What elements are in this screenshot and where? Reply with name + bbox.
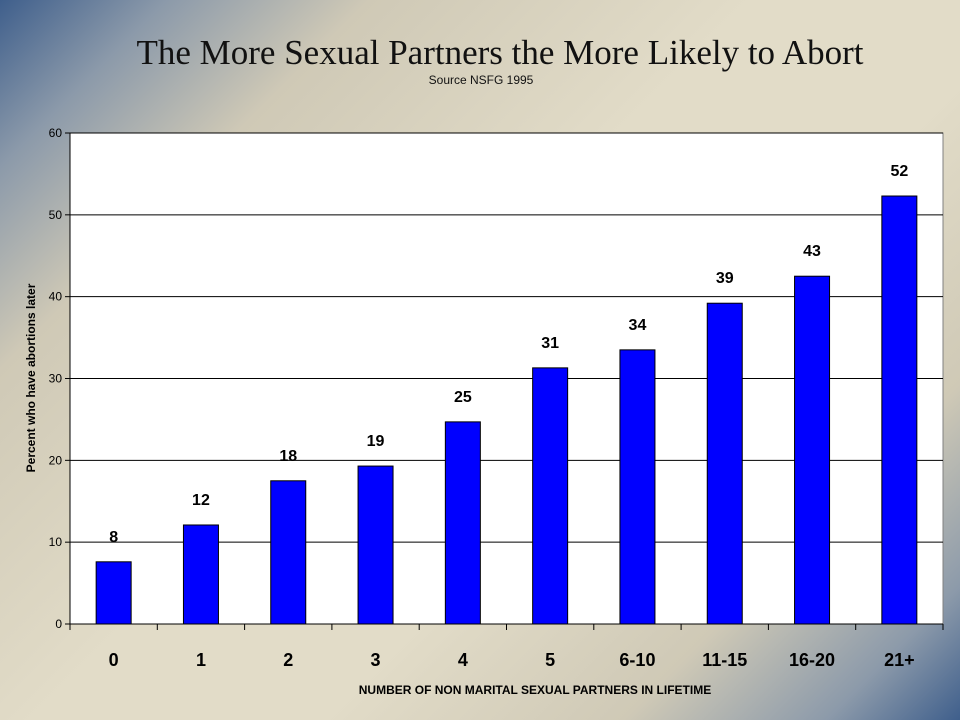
bar (619, 349, 656, 625)
x-tick-label: 21+ (884, 650, 915, 670)
bar (794, 275, 831, 625)
x-tick-label: 2 (283, 650, 293, 670)
bar (881, 195, 918, 625)
axes (65, 132, 944, 630)
bar (95, 561, 132, 625)
bar (357, 465, 394, 625)
bar (182, 524, 219, 625)
x-tick-labels: 0 1 2 3 4 5 6-10 11-15 16-20 21+ (109, 650, 915, 670)
y-tick-label: 0 (55, 617, 62, 631)
bar (706, 302, 743, 625)
x-axis-label: NUMBER OF NON MARITAL SEXUAL PARTNERS IN… (359, 683, 711, 697)
chart-subtitle: Source NSFG 1995 (428, 73, 534, 87)
y-tick-label: 10 (49, 535, 63, 549)
data-label: 39 (716, 270, 734, 287)
y-tick-label: 30 (49, 372, 63, 386)
y-axis-label: Percent who have abortions later (24, 283, 38, 472)
bar (444, 421, 481, 625)
bars (95, 195, 918, 625)
y-tick-label: 40 (49, 290, 63, 304)
x-tick-label: 1 (196, 650, 206, 670)
data-label: 19 (367, 433, 385, 450)
y-tick-label: 50 (49, 208, 63, 222)
x-tick-label: 6-10 (619, 650, 655, 670)
chart-title: The More Sexual Partners the More Likely… (136, 33, 864, 72)
data-label: 34 (629, 317, 647, 334)
data-label: 18 (279, 448, 297, 465)
x-tick-label: 11-15 (702, 650, 747, 670)
data-label: 31 (541, 335, 559, 352)
bar (532, 367, 569, 625)
x-tick-label: 0 (109, 650, 119, 670)
y-tick-labels: 0 10 20 30 40 50 60 (49, 126, 63, 631)
bar (270, 480, 307, 625)
data-label: 43 (803, 243, 821, 260)
x-tick-label: 5 (545, 650, 555, 670)
y-tick-label: 60 (49, 126, 63, 140)
x-tick-label: 16-20 (789, 650, 835, 670)
data-label: 8 (109, 529, 118, 546)
data-labels: 8 12 18 19 25 31 34 39 43 52 (109, 163, 908, 546)
x-tick-label: 4 (458, 650, 468, 670)
data-label: 25 (454, 389, 472, 406)
data-label: 52 (890, 163, 908, 180)
y-tick-label: 20 (49, 453, 63, 467)
x-tick-label: 3 (371, 650, 381, 670)
data-label: 12 (192, 492, 210, 509)
